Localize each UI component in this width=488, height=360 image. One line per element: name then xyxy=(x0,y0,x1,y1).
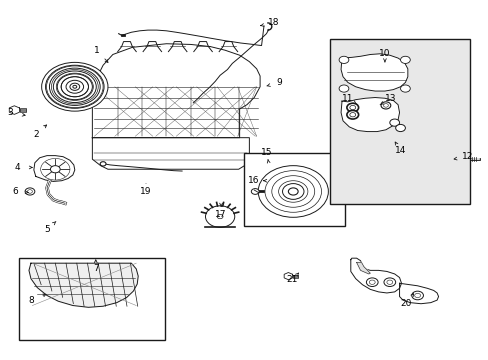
Text: 9: 9 xyxy=(276,78,282,87)
Text: 16: 16 xyxy=(247,176,259,185)
Circle shape xyxy=(57,74,92,100)
Circle shape xyxy=(383,278,395,287)
Circle shape xyxy=(66,80,83,93)
Bar xyxy=(243,153,344,226)
Circle shape xyxy=(414,293,420,298)
Polygon shape xyxy=(9,106,20,114)
Text: 18: 18 xyxy=(267,18,279,27)
Circle shape xyxy=(389,119,399,126)
Text: 6: 6 xyxy=(12,187,18,196)
Circle shape xyxy=(386,280,392,284)
Text: 5: 5 xyxy=(44,225,50,234)
Bar xyxy=(19,258,164,339)
Circle shape xyxy=(27,190,32,193)
Polygon shape xyxy=(350,258,401,293)
Polygon shape xyxy=(92,138,249,169)
Circle shape xyxy=(288,188,298,195)
Polygon shape xyxy=(455,156,467,163)
Text: 12: 12 xyxy=(461,152,472,161)
Polygon shape xyxy=(399,283,438,304)
Circle shape xyxy=(70,83,80,90)
Circle shape xyxy=(346,103,358,112)
Circle shape xyxy=(205,206,234,227)
Polygon shape xyxy=(29,263,138,307)
Circle shape xyxy=(400,56,409,63)
Text: 8: 8 xyxy=(28,296,34,305)
Bar xyxy=(329,39,469,204)
Text: 11: 11 xyxy=(342,94,353,103)
Circle shape xyxy=(338,85,348,92)
Text: 2: 2 xyxy=(33,130,39,139)
Polygon shape xyxy=(34,156,75,181)
Circle shape xyxy=(383,104,387,107)
Circle shape xyxy=(349,105,355,110)
Circle shape xyxy=(100,162,106,166)
Polygon shape xyxy=(356,262,369,274)
Text: 19: 19 xyxy=(140,187,151,196)
Circle shape xyxy=(349,113,355,117)
Circle shape xyxy=(395,125,405,132)
Polygon shape xyxy=(340,54,407,91)
Text: 21: 21 xyxy=(286,275,297,284)
Text: 1: 1 xyxy=(94,46,100,55)
Circle shape xyxy=(217,215,223,219)
Text: 10: 10 xyxy=(378,49,390,58)
Bar xyxy=(292,275,297,278)
Circle shape xyxy=(50,166,60,173)
Circle shape xyxy=(53,71,96,103)
Circle shape xyxy=(41,62,108,111)
Circle shape xyxy=(49,68,100,105)
Circle shape xyxy=(251,189,259,194)
Circle shape xyxy=(73,85,77,88)
Bar xyxy=(32,292,37,294)
Bar xyxy=(20,108,25,112)
Circle shape xyxy=(368,280,374,284)
Circle shape xyxy=(400,85,409,92)
Text: 13: 13 xyxy=(384,94,396,103)
Circle shape xyxy=(282,184,304,199)
Circle shape xyxy=(258,166,328,217)
Circle shape xyxy=(25,188,35,195)
Circle shape xyxy=(45,65,104,108)
Circle shape xyxy=(338,56,348,63)
Circle shape xyxy=(380,102,390,109)
Text: 3: 3 xyxy=(7,108,13,117)
Polygon shape xyxy=(92,44,260,138)
Text: 14: 14 xyxy=(394,146,406,155)
Circle shape xyxy=(61,77,88,97)
Text: 7: 7 xyxy=(93,265,99,274)
Polygon shape xyxy=(340,98,399,132)
Text: 4: 4 xyxy=(15,163,20,172)
Polygon shape xyxy=(284,273,292,280)
Circle shape xyxy=(366,278,377,287)
Circle shape xyxy=(411,291,423,300)
Polygon shape xyxy=(23,289,32,297)
Circle shape xyxy=(346,111,358,119)
Text: 17: 17 xyxy=(215,210,226,219)
Text: 20: 20 xyxy=(400,299,411,308)
Text: 15: 15 xyxy=(260,148,272,157)
